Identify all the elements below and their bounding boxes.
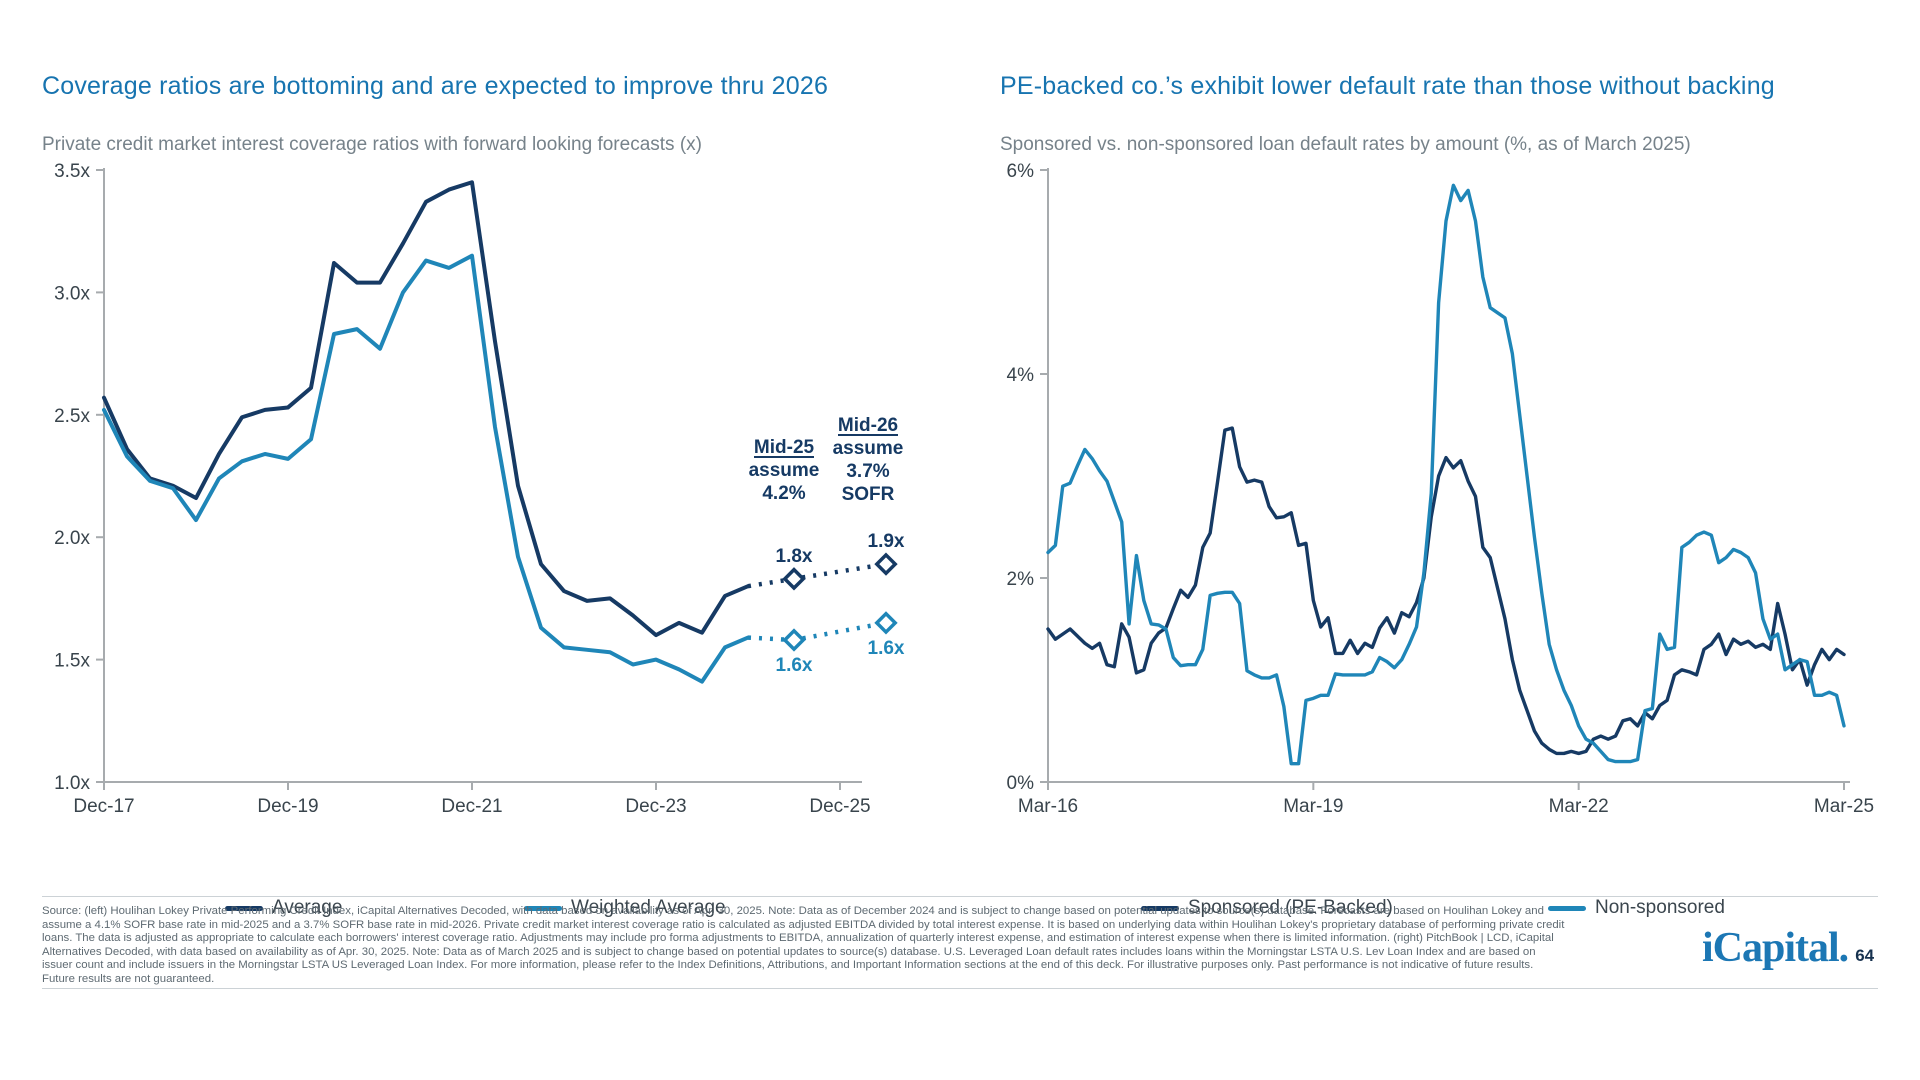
forecast-annotation-text: assume: [749, 460, 820, 481]
legend-label: Weighted Average: [571, 897, 726, 918]
right-x-tick-label: Mar-16: [1018, 796, 1078, 817]
right-y-tick-label: 0%: [1007, 773, 1035, 794]
forecast-diamond-marker: [782, 628, 806, 652]
series-line-weighted-average: [102, 253, 750, 684]
legend-item-average: Average: [225, 897, 342, 919]
left-y-tick-label: 1.5x: [54, 651, 90, 672]
legend-label: Non-sponsored: [1595, 897, 1725, 918]
legend-item-weighted-average: Weighted Average: [524, 897, 726, 919]
forecast-annotation-text: Mid-26: [838, 415, 898, 436]
forecast-diamond-marker: [874, 552, 898, 576]
sponsored-line-swatch: [1141, 905, 1179, 911]
forecast-annotation-text: Mid-25: [754, 437, 815, 458]
right-chart-title: PE-backed co.’s exhibit lower default ra…: [1000, 72, 1775, 100]
left-y-tick-label: 1.0x: [54, 773, 90, 794]
icapital-logo: iCapital.: [1702, 925, 1849, 971]
left-y-tick-label: 3.5x: [54, 161, 90, 182]
source-footnote: Source: (left) Houlihan Lokey Private Pe…: [42, 905, 1565, 985]
weighted-average-line-swatch: [524, 905, 562, 911]
forecast-annotation-text: 3.7%: [846, 461, 889, 482]
right-y-tick-label: 4%: [1007, 365, 1035, 386]
forecast-value-label: 1.6x: [868, 638, 905, 659]
forecast-annotation-text: 4.2%: [762, 483, 805, 504]
right-x-tick-label: Mar-19: [1283, 796, 1343, 817]
footer-top-divider: [42, 896, 1878, 897]
left-x-tick-label: Dec-19: [257, 796, 318, 817]
legend-label: Sponsored (PE-Backed): [1188, 897, 1393, 918]
left-y-tick-label: 2.5x: [54, 406, 90, 427]
footer-bottom-divider: [42, 988, 1878, 989]
left-x-tick-label: Dec-17: [73, 796, 134, 817]
average-line-swatch: [225, 905, 263, 911]
forecast-dotted-line: [747, 561, 887, 589]
forecast-dotted-line: [747, 620, 887, 643]
forecast-annotation-text: assume: [833, 438, 904, 459]
forecast-value-label: 1.6x: [776, 655, 813, 676]
forecast-diamond-marker: [874, 611, 898, 635]
series-line-average: [102, 180, 750, 638]
right-chart-subtitle: Sponsored vs. non-sponsored loan default…: [1000, 134, 1691, 155]
legend-item-non-sponsored: Non-sponsored: [1548, 897, 1725, 919]
forecast-value-label: 1.9x: [868, 531, 905, 552]
left-chart-title: Coverage ratios are bottoming and are ex…: [42, 72, 829, 100]
brand-block: iCapital. 64: [1702, 924, 1874, 972]
forecast-value-label: 1.8x: [776, 546, 813, 567]
left-y-tick-label: 2.0x: [54, 528, 90, 549]
forecast-annotation-text: SOFR: [842, 484, 895, 505]
non-sponsored-line-swatch: [1548, 905, 1586, 911]
left-chart-subtitle: Private credit market interest coverage …: [42, 134, 702, 155]
left-y-tick-label: 3.0x: [54, 283, 90, 304]
series-line-non-sponsored: [1046, 183, 1846, 766]
right-y-tick-label: 6%: [1007, 161, 1035, 182]
forecast-diamond-marker: [782, 567, 806, 591]
legend-item-sponsored: Sponsored (PE-Backed): [1141, 897, 1393, 919]
left-x-tick-label: Dec-21: [441, 796, 502, 817]
legend-label: Average: [272, 897, 343, 918]
right-x-tick-label: Mar-25: [1814, 796, 1874, 817]
series-line-sponsored-pe-backed-: [1046, 426, 1846, 756]
left-x-tick-label: Dec-25: [809, 796, 870, 817]
right-x-tick-label: Mar-22: [1549, 796, 1609, 817]
page-number: 64: [1855, 946, 1875, 965]
left-x-tick-label: Dec-23: [625, 796, 686, 817]
right-y-tick-label: 2%: [1007, 569, 1035, 590]
